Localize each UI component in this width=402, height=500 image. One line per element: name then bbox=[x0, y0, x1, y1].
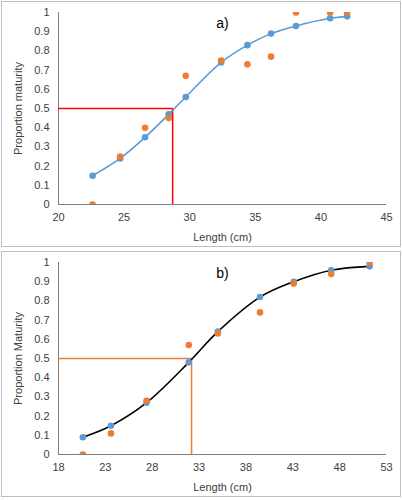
svg-text:0.2: 0.2 bbox=[34, 410, 49, 422]
svg-text:Proportion maturity: Proportion maturity bbox=[12, 62, 24, 155]
svg-text:45: 45 bbox=[380, 211, 392, 223]
svg-text:48: 48 bbox=[334, 461, 346, 473]
svg-text:0.7: 0.7 bbox=[34, 314, 49, 326]
svg-text:0: 0 bbox=[43, 448, 49, 460]
svg-text:28: 28 bbox=[146, 461, 158, 473]
svg-text:23: 23 bbox=[99, 461, 111, 473]
svg-text:0.6: 0.6 bbox=[34, 83, 49, 95]
svg-text:30: 30 bbox=[184, 211, 196, 223]
svg-text:25: 25 bbox=[118, 211, 130, 223]
svg-text:0.8: 0.8 bbox=[34, 44, 49, 56]
svg-text:0.5: 0.5 bbox=[34, 102, 49, 114]
svg-text:a): a) bbox=[216, 15, 228, 31]
svg-text:0.9: 0.9 bbox=[34, 25, 49, 37]
svg-text:0.7: 0.7 bbox=[34, 64, 49, 76]
svg-text:43: 43 bbox=[287, 461, 299, 473]
svg-text:0.8: 0.8 bbox=[34, 294, 49, 306]
svg-text:38: 38 bbox=[240, 461, 252, 473]
svg-text:1: 1 bbox=[43, 256, 49, 268]
svg-text:0.5: 0.5 bbox=[34, 352, 49, 364]
svg-text:0.1: 0.1 bbox=[34, 429, 49, 441]
svg-text:0.4: 0.4 bbox=[34, 121, 49, 133]
svg-text:b): b) bbox=[216, 265, 228, 281]
svg-text:33: 33 bbox=[193, 461, 205, 473]
svg-text:0: 0 bbox=[43, 198, 49, 210]
svg-text:40: 40 bbox=[315, 211, 327, 223]
svg-text:18: 18 bbox=[52, 461, 64, 473]
svg-text:0.3: 0.3 bbox=[34, 390, 49, 402]
svg-text:Length (cm): Length (cm) bbox=[193, 481, 252, 493]
svg-text:20: 20 bbox=[52, 211, 64, 223]
svg-text:0.4: 0.4 bbox=[34, 371, 49, 383]
svg-text:Length (cm): Length (cm) bbox=[193, 231, 252, 243]
svg-text:0.1: 0.1 bbox=[34, 179, 49, 191]
svg-text:0.2: 0.2 bbox=[34, 160, 49, 172]
svg-text:0.3: 0.3 bbox=[34, 140, 49, 152]
svg-text:Proportion Maturity: Proportion Maturity bbox=[12, 312, 24, 405]
svg-text:0.6: 0.6 bbox=[34, 333, 49, 345]
svg-text:0.9: 0.9 bbox=[34, 275, 49, 287]
svg-text:35: 35 bbox=[249, 211, 261, 223]
svg-text:53: 53 bbox=[380, 461, 392, 473]
svg-text:1: 1 bbox=[43, 6, 49, 18]
